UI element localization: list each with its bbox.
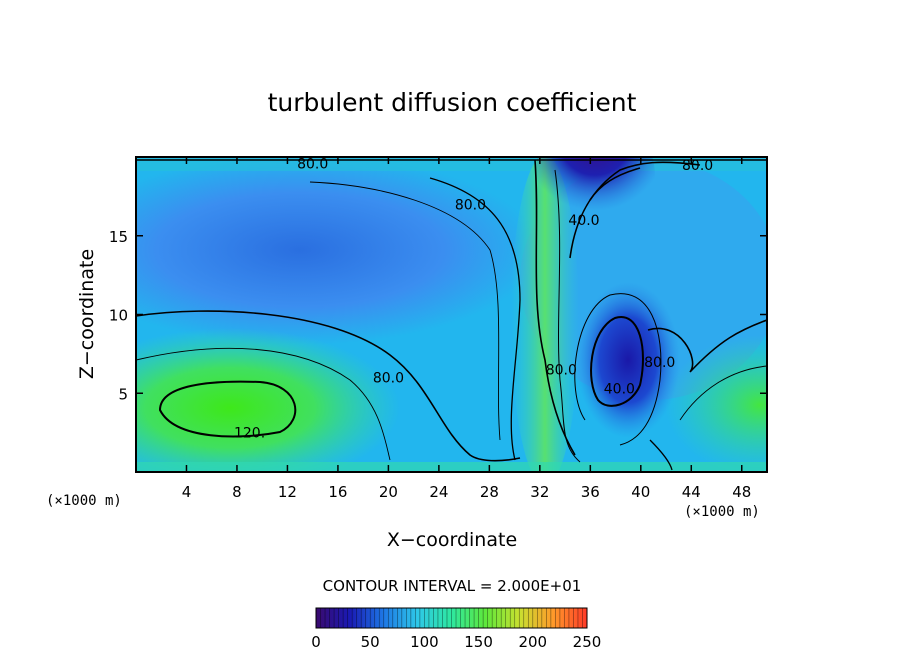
y-tick-label: 5 (118, 385, 128, 403)
x-unit-right: (×1000 m) (684, 504, 760, 520)
contour-label: 80.0 (682, 158, 713, 174)
x-axis-label: X−coordinate (387, 529, 517, 551)
contour-label: 80.0 (644, 355, 675, 371)
contour-label: 120. (234, 426, 265, 442)
contour-lines (136, 159, 767, 471)
colorbar-tick-label: 200 (518, 633, 547, 651)
x-tick-label: 20 (379, 483, 398, 501)
chart-title: turbulent diffusion coefficient (268, 88, 637, 117)
contour-label: 80.0 (455, 197, 486, 213)
y-axis-ticks: 5 10 15 (109, 228, 767, 403)
y-tick-label: 10 (109, 307, 128, 325)
x-tick-label: 48 (732, 483, 751, 501)
x-tick-label: 8 (232, 483, 242, 501)
colorbar (315, 607, 588, 629)
x-tick-label: 4 (182, 483, 192, 501)
contour-labels: 80.0 80.0 40.0 80.0 80.0 80.0 40.0 80.0 120. (234, 156, 713, 441)
contour-label: 40.0 (568, 213, 599, 229)
colorbar-ticks: 0 50 100 150 200 250 (311, 633, 601, 651)
x-tick-label: 40 (631, 483, 650, 501)
colorbar-tick-label: 250 (573, 633, 602, 651)
contour-interval-text: CONTOUR INTERVAL = 2.000E+01 (323, 577, 582, 595)
x-tick-label: 32 (530, 483, 549, 501)
x-unit-left: (×1000 m) (46, 493, 122, 509)
x-tick-label: 36 (581, 483, 600, 501)
contour-label: 80.0 (546, 363, 577, 379)
colorbar-tick-label: 150 (464, 633, 493, 651)
x-tick-label: 24 (429, 483, 448, 501)
y-axis-label: Z−coordinate (76, 249, 98, 379)
x-axis-ticks: 4 8 12 16 20 24 28 32 36 40 44 48 (182, 157, 751, 501)
contour-label: 80.0 (297, 156, 328, 172)
heatmap-field (136, 157, 767, 472)
x-tick-label: 28 (480, 483, 499, 501)
colorbar-tick-label: 100 (410, 633, 439, 651)
x-tick-label: 12 (278, 483, 297, 501)
y-tick-label: 15 (109, 228, 128, 246)
contour-label: 80.0 (373, 371, 404, 387)
colorbar-tick-label: 0 (311, 633, 321, 651)
x-tick-label: 16 (328, 483, 347, 501)
x-tick-label: 44 (682, 483, 701, 501)
contour-label: 40.0 (604, 382, 635, 398)
colorbar-tick-label: 50 (361, 633, 380, 651)
